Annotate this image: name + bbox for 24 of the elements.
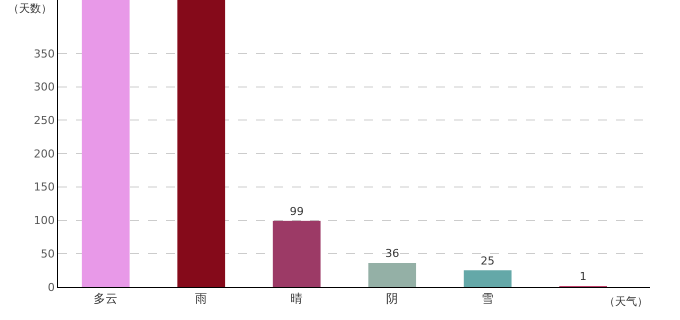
y-tick-label: 200 bbox=[34, 147, 55, 160]
y-tick-label: 300 bbox=[34, 80, 55, 94]
y-tick-label: 250 bbox=[34, 114, 55, 127]
data-label: 25 bbox=[480, 254, 495, 268]
x-axis-title: （天气） bbox=[604, 295, 648, 308]
x-tick-label: 雨 bbox=[195, 291, 208, 306]
y-tick-label: 0 bbox=[48, 280, 55, 294]
bar bbox=[272, 220, 321, 287]
bar bbox=[368, 262, 416, 287]
y-axis-title: （天数） bbox=[8, 2, 52, 15]
data-label: 99 bbox=[290, 204, 304, 218]
bar bbox=[82, 0, 130, 287]
bar bbox=[464, 270, 512, 287]
y-tick-label: 100 bbox=[34, 214, 55, 228]
x-tick-label: 多云 bbox=[94, 291, 118, 306]
data-label: 1 bbox=[580, 270, 587, 283]
x-tick-label: 阴 bbox=[386, 291, 398, 306]
x-tick-label: 晴 bbox=[290, 291, 303, 306]
y-tick-label: 350 bbox=[34, 47, 55, 60]
data-label: 36 bbox=[385, 246, 400, 260]
bar bbox=[177, 0, 226, 287]
y-tick-label: 150 bbox=[34, 180, 55, 194]
y-tick-label: 50 bbox=[40, 247, 55, 260]
x-tick-label: 雪 bbox=[482, 291, 494, 306]
